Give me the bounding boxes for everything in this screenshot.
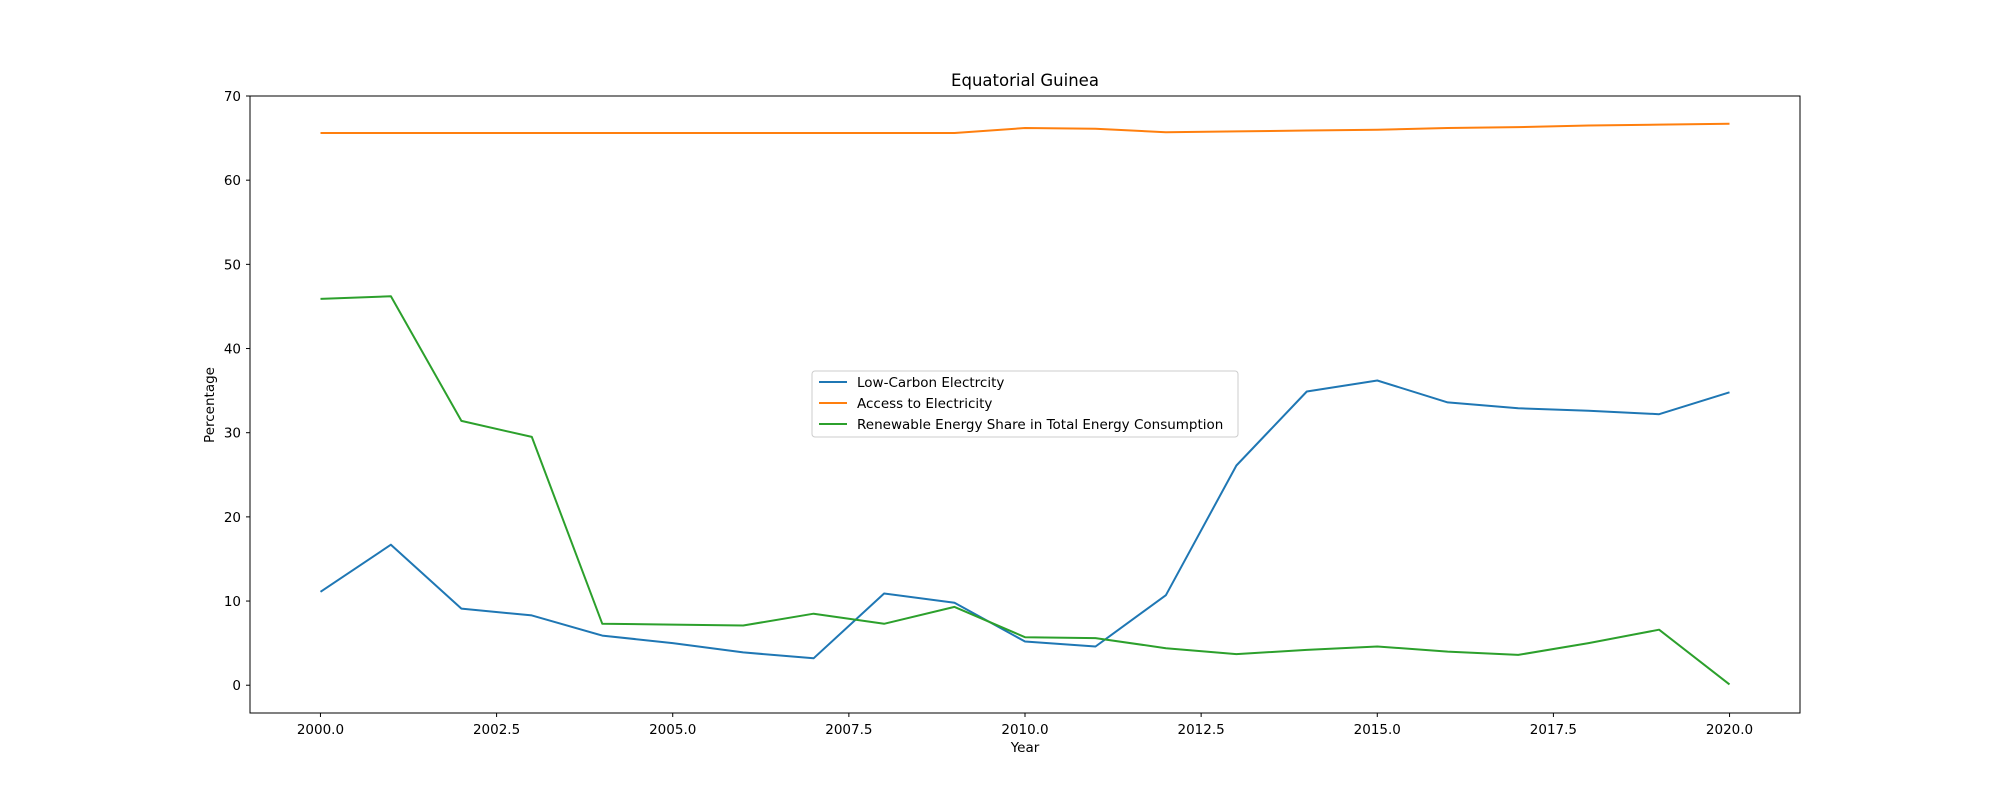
y-tick-label: 60 — [224, 173, 241, 189]
series-line-3 — [320, 295, 1731, 686]
x-tick-label: 2000.0 — [297, 722, 344, 738]
series-line-1 — [319, 379, 1730, 660]
x-tick-label: 2020.0 — [1706, 722, 1753, 738]
y-tick-label: 70 — [224, 89, 241, 105]
x-tick-label: 2005.0 — [649, 722, 696, 738]
legend-label: Access to Electricity — [857, 396, 992, 412]
y-axis-label: Percentage — [202, 367, 218, 443]
y-tick-label: 30 — [224, 426, 241, 442]
x-tick-label: 2015.0 — [1354, 722, 1401, 738]
y-axis: 0 10 20 30 40 50 60 70 — [224, 89, 250, 694]
x-tick-label: 2002.5 — [473, 722, 520, 738]
y-tick-label: 50 — [224, 257, 241, 273]
y-tick-label: 40 — [224, 342, 241, 358]
x-axis: 2000.0 2002.5 2005.0 2007.5 2010.0 2012.5 2015… — [297, 713, 1753, 738]
y-tick-label: 0 — [232, 678, 241, 694]
y-tick-label: 20 — [224, 510, 241, 526]
x-axis-label: Year — [1010, 740, 1040, 756]
x-tick-label: 2007.5 — [825, 722, 872, 738]
x-tick-label: 2012.5 — [1178, 722, 1225, 738]
plot-lines — [319, 122, 1731, 686]
x-tick-label: 2017.5 — [1530, 722, 1577, 738]
y-tick-label: 10 — [224, 594, 241, 610]
x-tick-label: 2010.0 — [1001, 722, 1048, 738]
series-line-2 — [320, 122, 1730, 134]
chart-title: Equatorial Guinea — [951, 71, 1099, 90]
legend-box — [811, 370, 1239, 438]
legend-label: Renewable Energy Share in Total Energy C… — [857, 417, 1223, 433]
legend: Low-Carbon Electrcity Access to Electrici… — [811, 370, 1239, 438]
legend-label: Low-Carbon Electrcity — [857, 375, 1004, 391]
